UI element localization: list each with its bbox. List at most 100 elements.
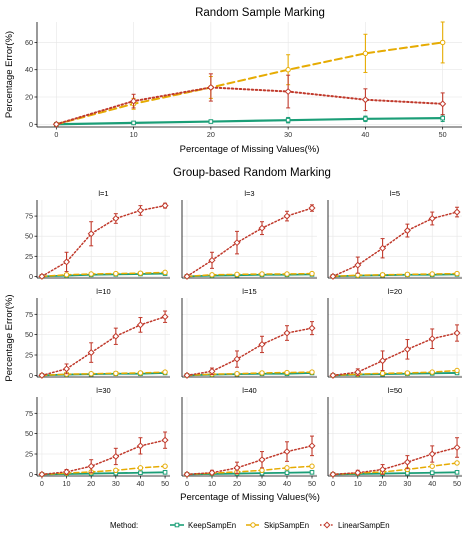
facet-skipsampen-point <box>379 370 386 377</box>
top-x-tick-label: 20 <box>207 130 215 139</box>
facet-skipsampen-line <box>41 465 166 476</box>
facet-skipsampen-point <box>88 271 94 277</box>
facet-linearsampen-point <box>379 465 387 473</box>
facet-skipsampen-point <box>234 371 240 377</box>
facet-keepsampen-point <box>138 470 143 476</box>
top-keepsampen-point <box>363 116 368 122</box>
top-keepsampen-point <box>131 120 136 126</box>
facet-linearsampen-point <box>403 227 411 235</box>
facet-linearsampen-point <box>283 448 291 456</box>
facet-linearsampen-point <box>453 443 461 452</box>
facet-linearsampen-point <box>258 340 266 348</box>
facet-x-tick-label: 10 <box>208 479 216 488</box>
legend-swatch-marker <box>174 522 180 528</box>
facet-linearsampen-point <box>379 244 387 252</box>
top-linearsampen-point <box>130 97 138 105</box>
facet-linearsampen-point <box>183 470 191 478</box>
top-y-tick-label: 60 <box>25 38 33 47</box>
legend-swatch-marker <box>250 522 256 528</box>
facet-y-tick-label: 25 <box>25 351 33 360</box>
facet-x-tick-label: 40 <box>136 479 144 488</box>
top-skipsampen-line <box>55 41 444 126</box>
facet-y-tick-label: 0 <box>29 470 33 479</box>
facet-title: l=30 <box>96 386 110 395</box>
facet-linearsampen-point <box>183 371 191 379</box>
facet-l-15: l=15 <box>181 287 317 379</box>
facet-linearsampen-point <box>329 371 337 379</box>
top-linearsampen-point <box>207 83 215 91</box>
bottom-chart-title: Group-based Random Marking <box>173 167 331 179</box>
facet-l-40: l=40 0 10 20 30 40 50 <box>181 386 317 488</box>
top-keepsampen-point <box>285 117 291 123</box>
facet-skipsampen-point <box>284 271 290 277</box>
facet-skipsampen-line <box>186 465 313 476</box>
facet-skipsampen-point <box>113 370 119 377</box>
facet-x-tick-label: 40 <box>428 479 436 488</box>
facet-l-10: l=10 0 25 50 75 <box>25 287 170 380</box>
facet-skipsampen-point <box>309 369 315 375</box>
facet-linearsampen-line <box>332 446 458 476</box>
facet-linearsampen-line <box>332 211 458 278</box>
facet-skipsampen-point <box>162 463 168 469</box>
top-keepsampen-line <box>55 117 444 126</box>
facet-linearsampen-point <box>258 456 266 464</box>
facet-skipsampen-point <box>309 463 315 469</box>
facet-skipsampen-point <box>63 272 70 278</box>
facet-skipsampen-point <box>259 370 265 376</box>
facet-skipsampen-point <box>429 463 435 469</box>
top-skipsampen-point <box>439 39 446 46</box>
facet-skipsampen-line <box>186 371 313 377</box>
top-chart-title: Random Sample Marking <box>195 7 325 19</box>
facet-title: l=10 <box>96 287 110 296</box>
facet-linearsampen-point <box>329 272 337 280</box>
facet-skipsampen-line <box>41 371 166 377</box>
facet-linearsampen-point <box>112 452 120 460</box>
legend-item-label: SkipSampEn <box>264 521 309 530</box>
facet-linearsampen-point <box>379 357 387 365</box>
facet-y-tick-label: 75 <box>25 409 33 418</box>
facet-linearsampen-point <box>161 313 169 321</box>
facet-l-50: l=50 0 10 20 30 40 50 <box>327 386 462 488</box>
facet-linearsampen-point <box>136 206 144 214</box>
facet-y-axis-title: Percentage Error(%) <box>4 294 15 381</box>
facet-linearsampen-point <box>136 321 144 329</box>
top-y-axis-title: Percentage Error(%) <box>4 31 15 118</box>
top-linearsampen-point <box>284 88 292 96</box>
facet-linearsampen-point <box>38 371 46 379</box>
facet-l-5: l=5 <box>327 189 462 280</box>
facet-x-tick-label: 30 <box>112 479 120 488</box>
facet-x-tick-label: 0 <box>331 479 335 488</box>
facet-keepsampen-point <box>284 470 290 476</box>
facet-skipsampen-point <box>113 270 119 277</box>
facet-skipsampen-point <box>404 271 411 278</box>
facet-skipsampen-point <box>429 369 435 375</box>
facet-skipsampen-point <box>162 369 168 375</box>
top-linearsampen-line <box>55 86 444 126</box>
facet-linearsampen-point <box>87 349 95 357</box>
facet-linearsampen-point <box>283 329 291 337</box>
facet-skipsampen-line <box>186 272 313 278</box>
facet-linearsampen-point <box>208 367 216 375</box>
facet-y-tick-label: 0 <box>29 371 33 380</box>
facet-linearsampen-line <box>41 204 166 278</box>
facet-linearsampen-point <box>233 239 241 247</box>
facet-skipsampen-point <box>209 272 215 278</box>
facet-linearsampen-point <box>428 214 436 223</box>
top-y-tick-label: 40 <box>25 65 33 74</box>
facet-title: l=5 <box>390 189 400 198</box>
facet-skipsampen-line <box>332 462 458 476</box>
top-linearsampen-point <box>361 96 369 104</box>
facet-linearsampen-point <box>63 468 71 476</box>
facet-x-tick-label: 0 <box>40 479 44 488</box>
top-x-tick-label: 30 <box>284 130 292 139</box>
top-x-tick-label: 0 <box>54 130 58 139</box>
legend-item-label: KeepSampEn <box>188 521 236 530</box>
facet-y-tick-label: 25 <box>25 450 33 459</box>
facet-linearsampen-point <box>183 272 191 280</box>
top-skipsampen-point <box>285 67 291 73</box>
facet-linearsampen-point <box>208 469 216 477</box>
facet-y-tick-label: 25 <box>25 252 33 261</box>
facet-skipsampen-point <box>404 370 411 376</box>
